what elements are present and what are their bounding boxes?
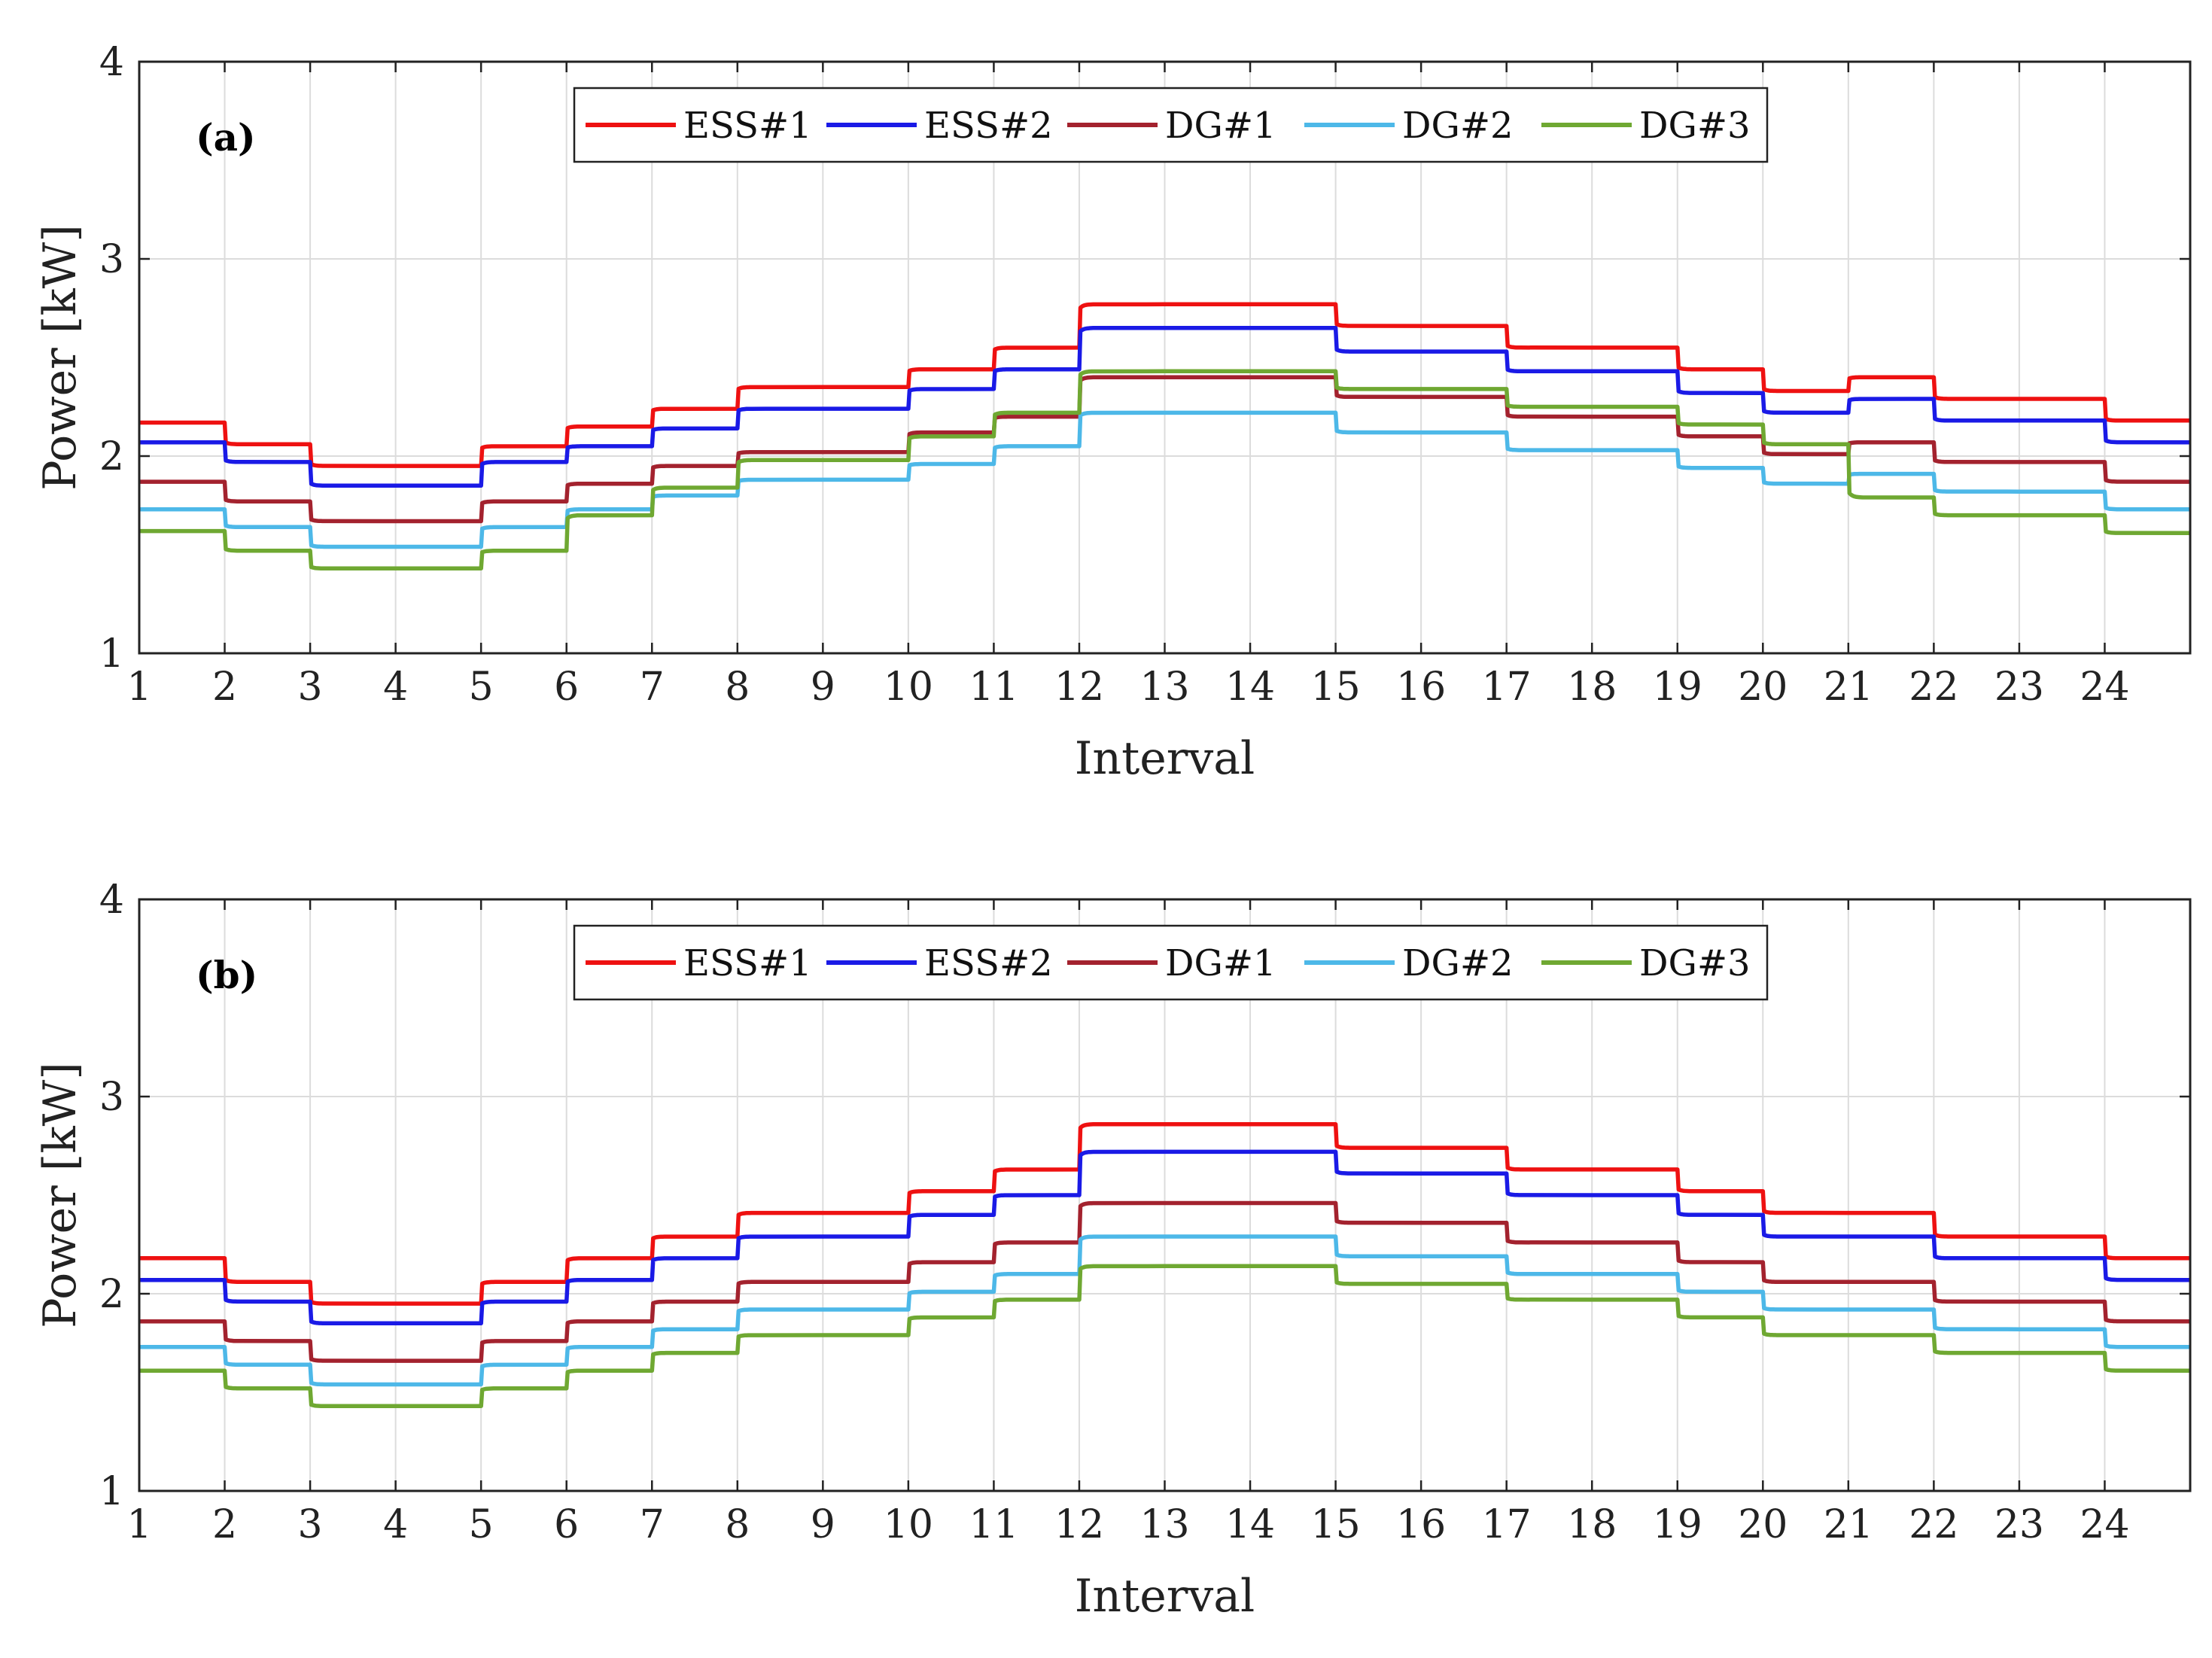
legend-label: ESS#1 [683, 105, 812, 147]
panel-label: (b) [196, 953, 257, 997]
x-tick-label: 16 [1396, 665, 1446, 710]
x-tick-label: 18 [1567, 665, 1617, 710]
x-tick-label: 19 [1653, 665, 1702, 710]
chart-panel-b: 1 2 3 4 5 6 7 8 9 10 11 12 13 14 15 16 17 18 19 20 21 22 23 241… [34, 878, 2192, 1623]
x-tick-label: 15 [1310, 1502, 1360, 1547]
series-line-dg1 [139, 1200, 2191, 1363]
y-tick-label: 2 [99, 1272, 124, 1317]
y-tick-label: 3 [99, 237, 124, 282]
y-axis-label: Power [kW] [34, 224, 87, 491]
panel-label: (a) [196, 115, 256, 160]
x-tick-label: 1 [126, 665, 151, 710]
y-tick-label: 4 [99, 878, 124, 923]
x-tick-label: 11 [969, 1502, 1018, 1547]
y-axis-label: Power [kW] [34, 1062, 87, 1328]
x-tick-label: 18 [1567, 1502, 1617, 1547]
x-tick-label: 17 [1482, 1502, 1532, 1547]
x-tick-label: 7 [640, 665, 665, 710]
x-tick-label: 10 [884, 665, 933, 710]
chart-panel-a: 1 2 3 4 5 6 7 8 9 10 11 12 13 14 15 16 17 18 19 20 21 22 23 241… [34, 40, 2192, 785]
y-tick-label: 3 [99, 1075, 124, 1120]
legend-label: ESS#2 [924, 942, 1053, 984]
x-tick-label: 16 [1396, 1502, 1446, 1547]
x-tick-label: 7 [640, 1502, 665, 1547]
x-tick-label: 12 [1054, 665, 1104, 710]
series-line-ess2 [139, 325, 2191, 488]
x-tick-label: 12 [1054, 1502, 1104, 1547]
y-tick-label: 4 [99, 40, 124, 85]
x-tick-label: 21 [1824, 665, 1873, 710]
x-tick-label: 3 [298, 1502, 323, 1547]
x-tick-label: 5 [469, 1502, 494, 1547]
x-tick-label: 1 [126, 1502, 151, 1547]
x-tick-label: 23 [1994, 665, 2044, 710]
series-line-dg1 [139, 375, 2191, 524]
x-tick-label: 2 [212, 665, 237, 710]
x-tick-label: 4 [383, 1502, 408, 1547]
y-tick-label: 1 [99, 631, 124, 677]
x-tick-label: 14 [1225, 1502, 1275, 1547]
x-tick-label: 22 [1909, 665, 1958, 710]
x-tick-label: 10 [884, 1502, 933, 1547]
legend-label: DG#2 [1402, 105, 1514, 147]
x-axis-label: Interval [1075, 1570, 1255, 1623]
x-tick-label: 24 [2080, 1502, 2129, 1547]
legend: ESS#1 ESS#2 DG#1 DG#2 DG#3 [573, 924, 1769, 1001]
x-tick-label: 15 [1310, 665, 1360, 710]
x-tick-label: 2 [212, 1502, 237, 1547]
x-tick-label: 24 [2080, 665, 2129, 710]
y-tick-label: 2 [99, 434, 124, 479]
x-tick-label: 14 [1225, 665, 1275, 710]
x-tick-label: 20 [1738, 665, 1788, 710]
x-tick-label: 8 [725, 665, 750, 710]
legend-label: DG#1 [1165, 942, 1276, 984]
x-tick-label: 23 [1994, 1502, 2044, 1547]
legend-label: DG#1 [1165, 105, 1276, 147]
series-line-dg3 [139, 1264, 2191, 1409]
x-tick-label: 9 [811, 1502, 835, 1547]
series-line-ess1 [139, 1121, 2190, 1306]
x-tick-label: 3 [298, 665, 323, 710]
x-tick-label: 17 [1482, 665, 1532, 710]
x-tick-label: 8 [725, 1502, 750, 1547]
legend: ESS#1 ESS#2 DG#1 DG#2 DG#3 [573, 87, 1769, 163]
x-tick-label: 11 [969, 665, 1018, 710]
x-tick-label: 4 [383, 665, 408, 710]
x-tick-label: 21 [1824, 1502, 1873, 1547]
legend-label: ESS#1 [683, 942, 812, 984]
legend-label: ESS#2 [924, 105, 1053, 147]
x-tick-label: 9 [811, 665, 835, 710]
x-tick-label: 19 [1653, 1502, 1702, 1547]
x-tick-label: 22 [1909, 1502, 1958, 1547]
x-tick-label: 6 [554, 665, 579, 710]
x-tick-label: 5 [469, 665, 494, 710]
x-tick-label: 13 [1139, 665, 1189, 710]
series-line-ess1 [139, 302, 2190, 468]
y-tick-label: 1 [99, 1469, 124, 1514]
legend-label: DG#2 [1402, 942, 1514, 984]
series-line-dg3 [139, 369, 2191, 571]
x-axis-label: Interval [1075, 732, 1255, 785]
series-line-dg2 [139, 1234, 2190, 1387]
x-tick-label: 6 [554, 1502, 579, 1547]
legend-label: DG#3 [1639, 942, 1751, 984]
legend-label: DG#3 [1639, 105, 1751, 147]
x-tick-label: 13 [1139, 1502, 1189, 1547]
x-tick-label: 20 [1738, 1502, 1788, 1547]
series-line-ess2 [139, 1149, 2191, 1326]
